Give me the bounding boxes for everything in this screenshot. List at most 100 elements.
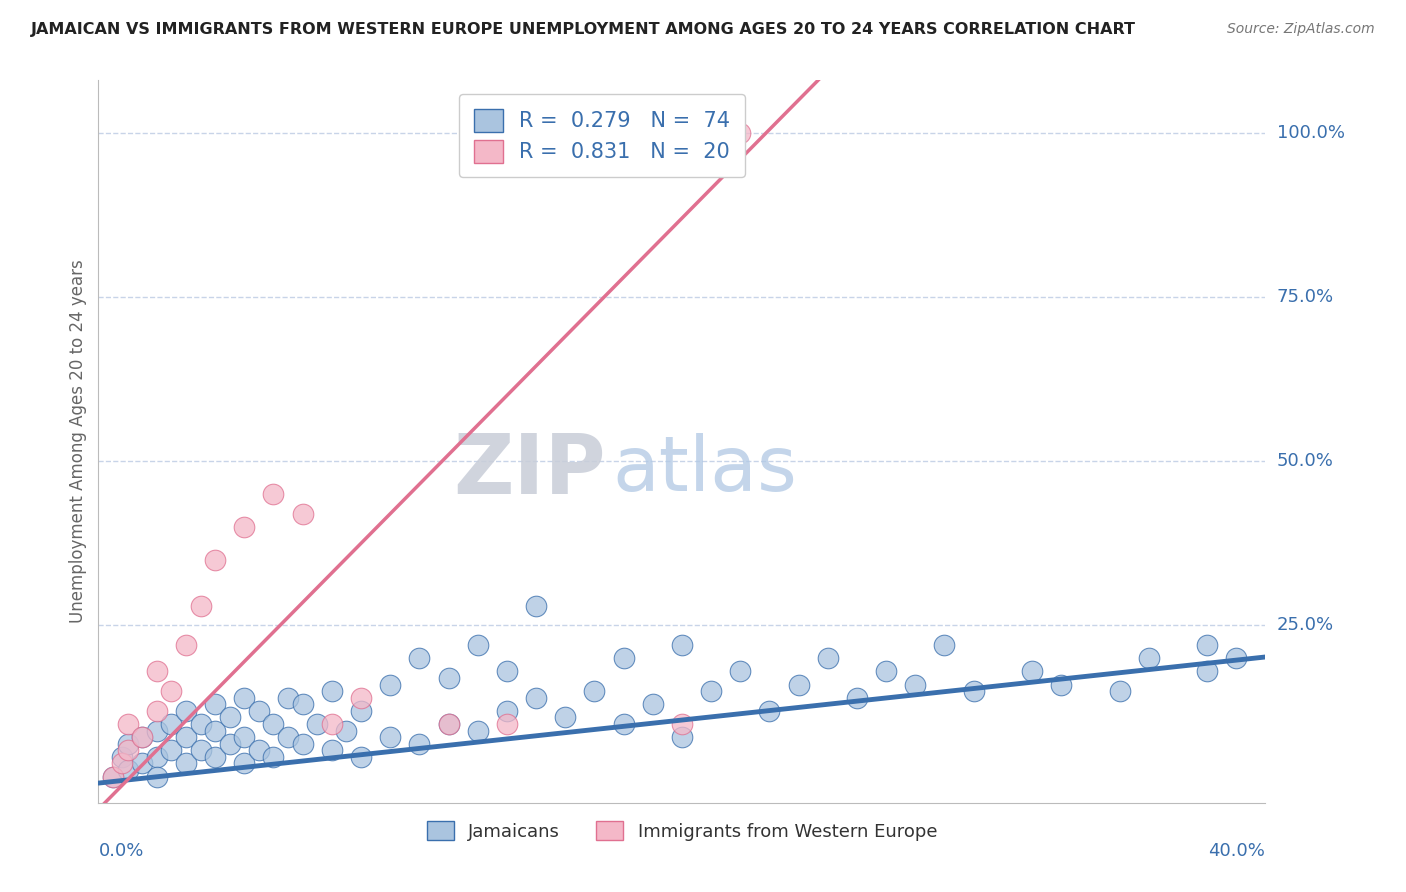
Point [291, 507, 314, 521]
Point [262, 749, 284, 764]
Point [117, 743, 139, 757]
Point [218, 710, 240, 724]
Point [277, 730, 299, 744]
Point [204, 749, 226, 764]
Point [204, 553, 226, 567]
Point [307, 717, 329, 731]
Point [875, 665, 897, 679]
Point [408, 651, 430, 665]
Point [160, 717, 183, 731]
Point [1225, 651, 1247, 665]
Point [233, 520, 256, 534]
Point [335, 723, 357, 738]
Point [496, 717, 519, 731]
Point [1021, 665, 1043, 679]
Point [524, 690, 547, 705]
Point [846, 690, 869, 705]
Point [204, 723, 226, 738]
Point [437, 717, 460, 731]
Point [174, 704, 197, 718]
Text: ZIP: ZIP [454, 430, 606, 511]
Point [233, 730, 256, 744]
Point [612, 651, 634, 665]
Point [190, 717, 212, 731]
Point [496, 665, 519, 679]
Point [262, 717, 284, 731]
Point [291, 737, 314, 751]
Point [321, 743, 343, 757]
Point [131, 756, 153, 771]
Point [350, 749, 373, 764]
Point [408, 737, 430, 751]
Point [160, 684, 183, 698]
Point [583, 684, 606, 698]
Point [612, 717, 634, 731]
Point [730, 126, 752, 140]
Point [524, 599, 547, 613]
Point [174, 756, 197, 771]
Point [380, 730, 402, 744]
Point [1108, 684, 1130, 698]
Point [321, 717, 343, 731]
Text: JAMAICAN VS IMMIGRANTS FROM WESTERN EUROPE UNEMPLOYMENT AMONG AGES 20 TO 24 YEAR: JAMAICAN VS IMMIGRANTS FROM WESTERN EURO… [31, 22, 1136, 37]
Point [204, 698, 226, 712]
Point [146, 770, 169, 784]
Point [554, 710, 576, 724]
Text: 75.0%: 75.0% [1277, 288, 1334, 306]
Point [111, 749, 134, 764]
Point [350, 690, 373, 705]
Point [291, 698, 314, 712]
Text: 40.0%: 40.0% [1209, 842, 1265, 860]
Point [321, 684, 343, 698]
Point [117, 737, 139, 751]
Text: atlas: atlas [612, 434, 797, 508]
Point [380, 677, 402, 691]
Point [787, 677, 810, 691]
Point [467, 638, 489, 652]
Point [730, 665, 752, 679]
Point [437, 671, 460, 685]
Point [101, 770, 124, 784]
Point [758, 704, 780, 718]
Text: Source: ZipAtlas.com: Source: ZipAtlas.com [1227, 22, 1375, 37]
Point [218, 737, 240, 751]
Point [146, 749, 169, 764]
Point [190, 599, 212, 613]
Point [437, 717, 460, 731]
Point [101, 770, 124, 784]
Legend: Jamaicans, Immigrants from Western Europe: Jamaicans, Immigrants from Western Europ… [419, 814, 945, 848]
Point [496, 704, 519, 718]
Point [247, 704, 270, 718]
Y-axis label: Unemployment Among Ages 20 to 24 years: Unemployment Among Ages 20 to 24 years [69, 260, 87, 624]
Point [962, 684, 984, 698]
Point [131, 730, 153, 744]
Point [146, 665, 169, 679]
Point [262, 487, 284, 501]
Point [146, 704, 169, 718]
Text: 50.0%: 50.0% [1277, 452, 1333, 470]
Point [190, 743, 212, 757]
Point [174, 730, 197, 744]
Point [233, 690, 256, 705]
Point [111, 756, 134, 771]
Point [641, 698, 664, 712]
Point [146, 723, 169, 738]
Point [671, 717, 693, 731]
Point [117, 717, 139, 731]
Point [247, 743, 270, 757]
Text: 0.0%: 0.0% [98, 842, 143, 860]
Point [350, 704, 373, 718]
Point [1137, 651, 1160, 665]
Point [131, 730, 153, 744]
Text: 25.0%: 25.0% [1277, 616, 1334, 634]
Point [277, 690, 299, 705]
Point [904, 677, 927, 691]
Point [1050, 677, 1073, 691]
Point [1195, 665, 1218, 679]
Point [671, 730, 693, 744]
Point [934, 638, 956, 652]
Point [1195, 638, 1218, 652]
Point [467, 723, 489, 738]
Point [174, 638, 197, 652]
Point [817, 651, 839, 665]
